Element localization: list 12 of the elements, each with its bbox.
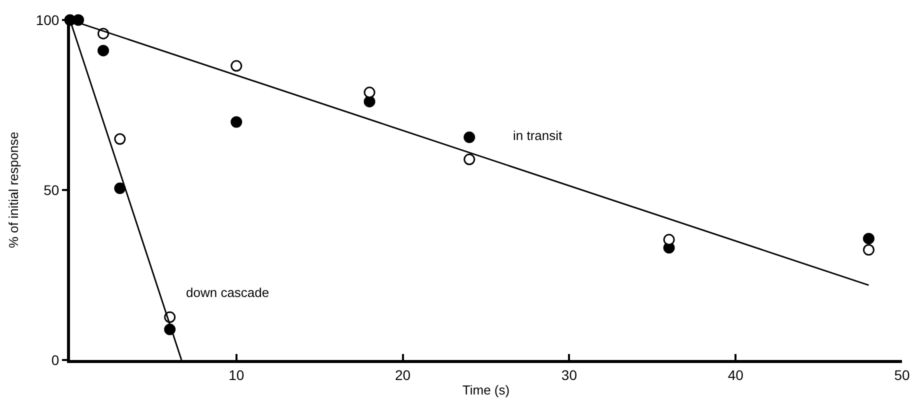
x-axis-title: Time (s): [462, 382, 510, 398]
series-label: in transit: [513, 128, 563, 143]
y-tick-label: 50: [44, 182, 60, 198]
x-tick-label: 50: [894, 366, 910, 383]
x-tick-label: 20: [395, 366, 411, 383]
x-tick-label: 40: [728, 366, 744, 383]
x-tick-label: 30: [561, 366, 578, 383]
y-tick-label: 0: [51, 352, 60, 368]
series-label: down cascade: [186, 285, 270, 300]
y-tick-label: 100: [36, 12, 60, 28]
x-tick-label: 10: [228, 366, 244, 383]
y-axis-title: % of initial response: [6, 132, 21, 248]
